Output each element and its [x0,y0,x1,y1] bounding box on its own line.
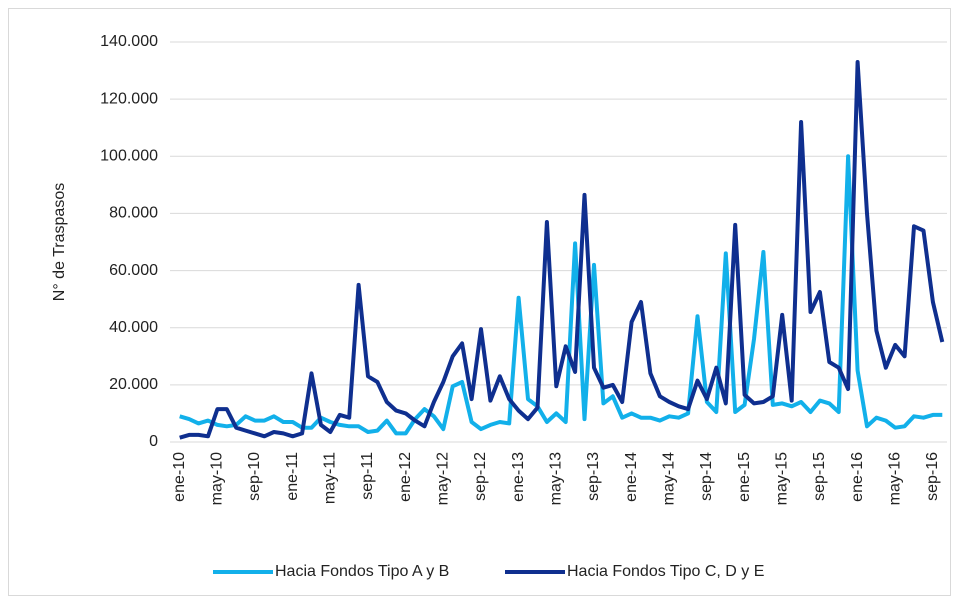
x-tick-label: may-11 [322,452,339,504]
x-tick-label: ene-15 [736,452,753,502]
x-tick-label: may-14 [660,452,677,505]
series-line [179,154,943,436]
x-tick-label: sep-13 [585,452,602,501]
y-tick-label: 120.000 [100,90,158,107]
y-tick-label: 60.000 [109,262,158,279]
y-tick-label: 40.000 [109,319,158,336]
x-tick-label: ene-10 [171,452,188,502]
x-tick-label: may-10 [209,452,226,505]
x-tick-label: ene-11 [284,452,301,501]
y-tick-label: 80.000 [109,205,158,222]
x-tick-label: sep-16 [924,452,941,501]
y-tick-label: 100.000 [100,148,158,165]
x-tick-label: may-12 [435,452,452,505]
x-tick-label: ene-16 [849,452,866,502]
y-tick-label: 20.000 [109,376,158,393]
x-tick-label: sep-15 [811,452,828,501]
x-tick-label: sep-11 [359,452,376,500]
x-tick-label: may-16 [886,452,903,505]
x-tick-label: ene-13 [510,452,527,502]
x-tick-label: ene-14 [623,452,640,502]
legend-label: Hacia Fondos Tipo A y B [275,563,449,580]
y-axis-label: N° de Traspasos [51,183,68,301]
y-tick-label: 140.000 [100,33,158,50]
x-tick-label: may-15 [773,452,790,505]
x-tick-label: sep-10 [246,452,263,501]
legend-label: Hacia Fondos Tipo C, D y E [567,563,764,580]
x-tick-label: may-13 [548,452,565,505]
series-line [179,60,945,440]
x-tick-label: ene-12 [397,452,414,502]
y-tick-label: 0 [149,433,158,450]
x-tick-label: sep-14 [698,452,715,501]
x-tick-label: sep-12 [472,452,489,501]
